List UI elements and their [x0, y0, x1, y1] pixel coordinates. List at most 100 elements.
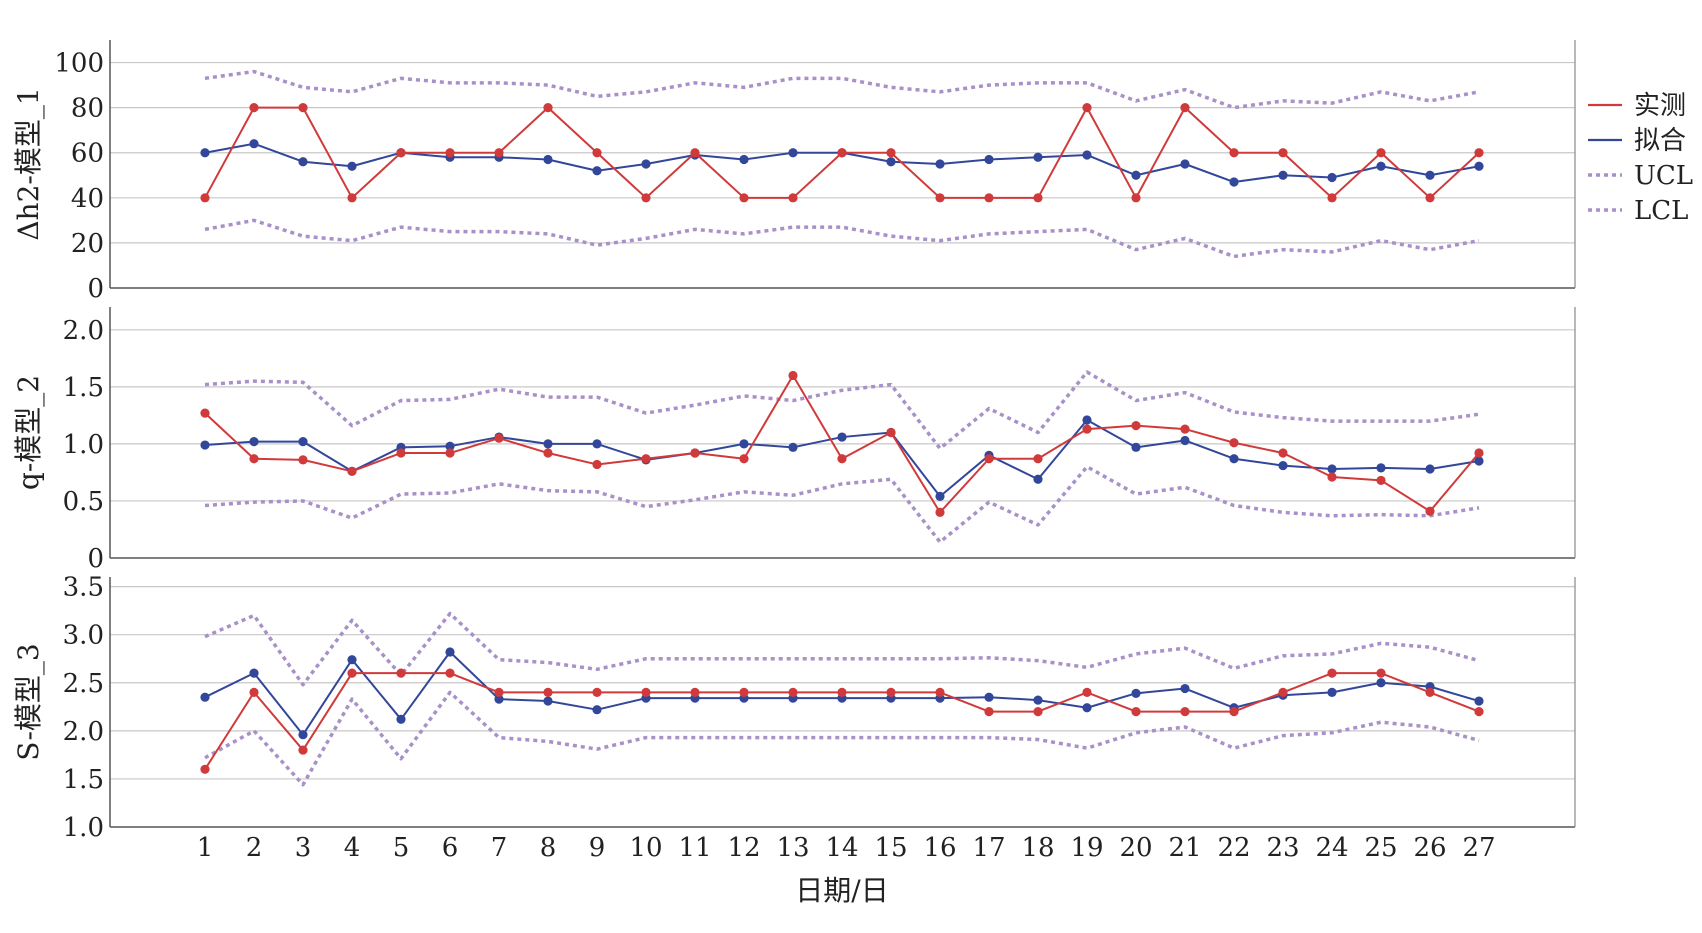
data-point-fitted — [1180, 683, 1190, 694]
data-point-measured — [935, 687, 945, 697]
data-point-measured — [249, 454, 259, 464]
data-point-measured — [935, 507, 945, 517]
data-point-fitted — [1131, 442, 1141, 452]
legend-label: 拟合 — [1634, 126, 1686, 156]
data-point-fitted — [1327, 464, 1337, 474]
data-point-measured — [984, 454, 994, 464]
data-point-measured — [984, 193, 994, 203]
data-point-measured — [1229, 148, 1239, 158]
data-point-measured — [592, 148, 602, 158]
y-tick-label: 2.0 — [63, 316, 104, 346]
x-tick-label: 3 — [295, 833, 312, 863]
data-point-fitted — [1474, 456, 1484, 466]
data-point-fitted — [249, 139, 259, 149]
data-point-measured — [1180, 424, 1190, 434]
data-point-measured — [641, 687, 651, 697]
data-point-fitted — [1229, 177, 1239, 187]
data-point-measured — [1425, 193, 1435, 203]
y-tick-label: 3.5 — [63, 573, 104, 603]
y-tick-label: 3.0 — [63, 621, 104, 651]
data-point-measured — [739, 193, 749, 203]
data-point-fitted — [1082, 703, 1092, 713]
data-point-fitted — [298, 730, 308, 740]
x-tick-label: 10 — [629, 833, 662, 863]
data-point-measured — [1229, 707, 1239, 717]
x-tick-label: 26 — [1413, 833, 1446, 863]
y-tick-label: 1.0 — [63, 813, 104, 843]
data-point-measured — [1131, 193, 1141, 203]
data-point-fitted — [249, 437, 259, 447]
x-tick-label: 21 — [1168, 833, 1201, 863]
x-tick-label: 16 — [923, 833, 956, 863]
data-point-fitted — [739, 439, 749, 449]
legend-label: 实测 — [1634, 91, 1686, 121]
data-point-measured — [690, 448, 700, 458]
data-point-fitted — [1376, 678, 1386, 688]
data-point-fitted — [886, 157, 896, 167]
data-point-measured — [396, 448, 406, 458]
data-point-measured — [592, 687, 602, 697]
y-tick-label: 2.0 — [63, 717, 104, 747]
x-tick-label: 19 — [1070, 833, 1103, 863]
data-point-measured — [1033, 193, 1043, 203]
data-point-fitted — [641, 159, 651, 169]
data-point-measured — [298, 455, 308, 465]
y-tick-label: 2.5 — [63, 669, 104, 699]
y-tick-label: 0.5 — [63, 487, 104, 517]
panel-2: 0 0.5 1.0 1.5 2.0 q-模型_2 — [12, 307, 1576, 574]
data-point-fitted — [935, 491, 945, 501]
x-tick-label: 8 — [540, 833, 557, 863]
data-point-measured — [445, 148, 455, 158]
x-tick-label: 12 — [727, 833, 760, 863]
data-point-fitted — [543, 154, 553, 165]
data-point-measured — [543, 103, 553, 113]
data-point-fitted — [494, 694, 504, 704]
data-point-measured — [1131, 707, 1141, 717]
data-point-measured — [1327, 193, 1337, 203]
data-point-measured — [641, 193, 651, 203]
data-point-fitted — [200, 148, 210, 158]
data-point-fitted — [1229, 454, 1239, 464]
data-point-measured — [543, 687, 553, 697]
data-point-measured — [1474, 448, 1484, 458]
y-tick-label: 1.5 — [63, 765, 104, 795]
data-point-fitted — [788, 442, 798, 452]
data-point-fitted — [249, 668, 259, 678]
data-point-measured — [739, 454, 749, 464]
x-tick-label: 6 — [442, 833, 459, 863]
data-point-measured — [984, 707, 994, 717]
data-point-fitted — [543, 439, 553, 449]
data-point-fitted — [1033, 474, 1043, 484]
data-point-measured — [739, 687, 749, 697]
data-point-fitted — [1376, 161, 1386, 171]
panel-3: 1.0 1.5 2.0 2.5 3.0 3.5 S-模型_3 — [12, 573, 1576, 843]
series-line-lcl — [204, 464, 1480, 544]
x-tick-label: 2 — [246, 833, 263, 863]
x-tick-label: 23 — [1266, 833, 1299, 863]
x-tick-label: 24 — [1315, 833, 1348, 863]
data-point-measured — [1376, 668, 1386, 678]
data-point-measured — [641, 454, 651, 464]
data-point-measured — [592, 459, 602, 470]
x-tick-label: 27 — [1462, 833, 1495, 863]
data-point-fitted — [1376, 463, 1386, 473]
data-point-fitted — [200, 440, 210, 450]
series-line-ucl — [204, 69, 1480, 110]
x-tick-label: 25 — [1364, 833, 1397, 863]
data-point-fitted — [1082, 150, 1092, 160]
data-point-measured — [543, 448, 553, 458]
data-point-fitted — [837, 432, 847, 442]
data-point-measured — [200, 408, 210, 418]
data-point-measured — [1229, 438, 1239, 448]
y-tick-label: 0 — [87, 274, 104, 304]
series-line-lcl — [204, 218, 1480, 259]
x-tick-label: 4 — [344, 833, 361, 863]
data-point-measured — [1327, 472, 1337, 482]
data-point-fitted — [788, 148, 798, 158]
data-point-measured — [935, 193, 945, 203]
y-axis-title: S-模型_3 — [12, 643, 45, 760]
x-axis-title: 日期/日 — [795, 874, 888, 907]
data-point-measured — [494, 148, 504, 158]
